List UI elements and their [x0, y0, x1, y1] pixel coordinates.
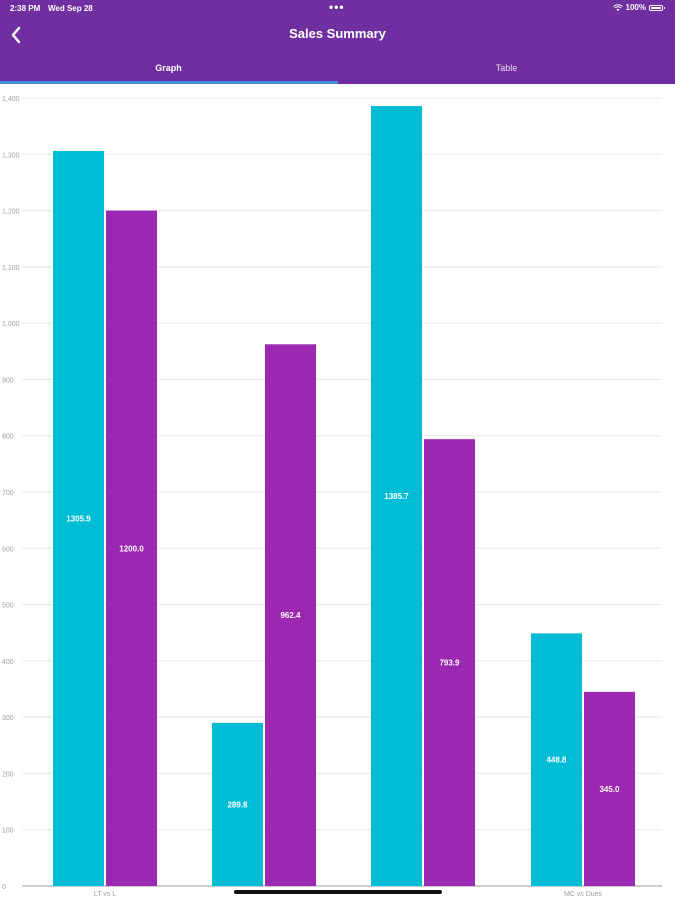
y-tick-label: 1,300: [2, 152, 20, 159]
bar: [106, 210, 157, 887]
bar-data-label: 289.8: [227, 800, 248, 809]
bar: [53, 150, 104, 887]
y-tick-label: 800: [2, 434, 14, 441]
y-tick-label: 900: [2, 377, 14, 384]
y-tick-label: 400: [2, 659, 14, 666]
x-category-label: LT vs L: [94, 891, 116, 898]
y-tick-label: 100: [2, 828, 14, 835]
multitask-dots[interactable]: •••: [329, 0, 345, 14]
bar: [371, 106, 422, 887]
bar: [531, 633, 582, 886]
app-bar: 2:38 PM Wed Sep 28 ••• 100% Sales Summar…: [0, 0, 675, 84]
bar-data-label: 793.9: [439, 659, 460, 668]
status-time: 2:38 PM: [10, 4, 41, 13]
bar-data-label: 962.4: [280, 611, 301, 620]
home-indicator: [234, 890, 442, 894]
wifi-icon: [612, 3, 623, 11]
y-tick-label: 200: [2, 771, 14, 778]
bar-data-label: 1200.0: [119, 544, 144, 553]
y-tick-label: 500: [2, 603, 14, 610]
back-button[interactable]: [6, 22, 28, 48]
bar-data-label: 1385.7: [384, 492, 409, 501]
bar: [584, 691, 635, 886]
tab-graph[interactable]: Graph: [155, 63, 182, 73]
status-indicators: 100%: [612, 3, 665, 12]
y-tick-label: 600: [2, 546, 14, 553]
view-tabs: Graph Table: [0, 56, 675, 84]
battery-icon: [649, 4, 665, 11]
y-tick-label: 700: [2, 490, 14, 497]
chevron-left-icon: [11, 26, 21, 44]
sales-chart: 0 100 200 300 400 500 600 700 800 900 1,000 1,100 1,…: [0, 84, 675, 900]
bar-data-label: 448.8: [546, 756, 567, 765]
bar-data-label: 345.0: [599, 785, 620, 794]
battery-percentage: 100%: [625, 3, 646, 12]
navigation-header: Sales Summary: [0, 20, 675, 50]
y-tick-label: 1,100: [2, 265, 20, 272]
y-tick-label: 1,200: [2, 209, 20, 216]
y-tick-label: 0: [2, 884, 6, 891]
bar: [212, 722, 263, 886]
x-category-label: MC vs Dues: [564, 891, 603, 898]
bar-data-label: 1305.9: [66, 514, 91, 523]
bar: [265, 344, 316, 886]
bar-chart: 0 100 200 300 400 500 600 700 800 900 1,000 1,100 1,…: [2, 96, 662, 898]
y-tick-label: 300: [2, 715, 14, 722]
page-title: Sales Summary: [289, 26, 386, 41]
bar: [424, 439, 475, 886]
y-tick-label: 1,400: [2, 96, 20, 103]
tab-table[interactable]: Table: [495, 63, 518, 73]
status-date: Wed Sep 28: [48, 4, 93, 13]
status-bar: 2:38 PM Wed Sep 28 ••• 100%: [0, 0, 675, 16]
selected-tab-indicator: [0, 81, 338, 84]
y-tick-label: 1,000: [2, 321, 20, 328]
